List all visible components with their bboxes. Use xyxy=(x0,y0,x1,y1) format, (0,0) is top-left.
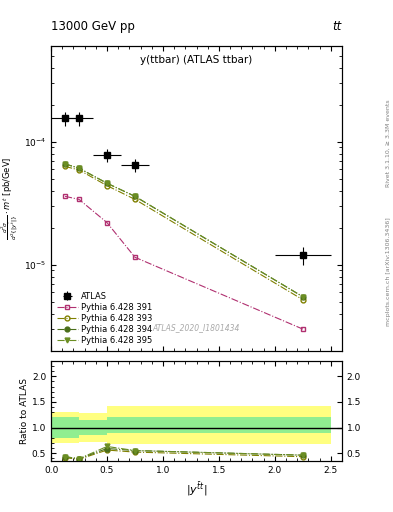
Text: y(ttbar) (ATLAS ttbar): y(ttbar) (ATLAS ttbar) xyxy=(140,55,253,65)
Text: Rivet 3.1.10, ≥ 3.3M events: Rivet 3.1.10, ≥ 3.3M events xyxy=(386,99,391,187)
Text: tt: tt xyxy=(332,20,342,33)
Y-axis label: Ratio to ATLAS: Ratio to ATLAS xyxy=(20,378,29,444)
Legend: ATLAS, Pythia 6.428 391, Pythia 6.428 393, Pythia 6.428 394, Pythia 6.428 395: ATLAS, Pythia 6.428 391, Pythia 6.428 39… xyxy=(55,290,154,347)
Text: mcplots.cern.ch [arXiv:1306.3436]: mcplots.cern.ch [arXiv:1306.3436] xyxy=(386,217,391,326)
X-axis label: $|y^{\bar{t}t}|$: $|y^{\bar{t}t}|$ xyxy=(186,480,207,498)
Text: 13000 GeV pp: 13000 GeV pp xyxy=(51,20,135,33)
Y-axis label: $\frac{d^2\sigma}{d^2\{|y^{\bar{t}}|\}} \cdot m^{\bar{t}}\ \mathrm{[pb/GeV]}$: $\frac{d^2\sigma}{d^2\{|y^{\bar{t}}|\}} … xyxy=(0,157,21,240)
Text: ATLAS_2020_I1801434: ATLAS_2020_I1801434 xyxy=(153,324,240,332)
